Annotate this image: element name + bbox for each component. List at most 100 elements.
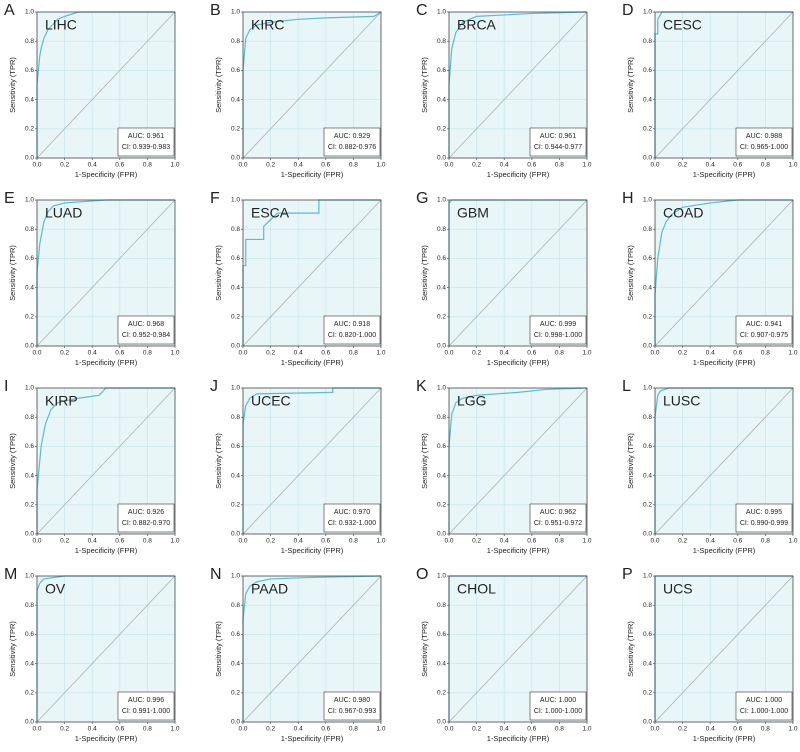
roc-curve bbox=[448, 11, 588, 158]
y-tick-label: 0.8 bbox=[437, 38, 446, 45]
x-tick-label: 0.0 bbox=[444, 162, 453, 169]
y-tick-label: 0.0 bbox=[231, 343, 240, 350]
x-tick-label: 0.6 bbox=[733, 162, 742, 169]
y-tick-label: 1.0 bbox=[437, 9, 446, 16]
y-tick-label: 0.0 bbox=[25, 531, 34, 538]
y-tick-label: 0.6 bbox=[25, 255, 34, 262]
x-tick-label: 0.2 bbox=[60, 350, 69, 357]
ci-label: CI: 1.000-1.000 bbox=[534, 708, 582, 715]
roc-curve bbox=[36, 387, 175, 534]
y-tick-label: 0.4 bbox=[643, 472, 652, 479]
panel-title: KIRC bbox=[251, 17, 284, 33]
x-axis-label: 1-Specificity (FPR) bbox=[75, 546, 138, 555]
reference-diagonal bbox=[654, 387, 794, 535]
x-axis-label: 1-Specificity (FPR) bbox=[487, 734, 550, 743]
y-axis-label: Sensitivity (TPR) bbox=[420, 245, 429, 301]
x-tick-label: 1.0 bbox=[582, 350, 591, 357]
auc-box bbox=[529, 691, 587, 721]
ci-label: CI: 0.991-1.000 bbox=[122, 708, 170, 715]
panel-letter: A bbox=[4, 2, 15, 19]
x-tick-label: 0.8 bbox=[143, 162, 152, 169]
y-tick-label: 0.4 bbox=[231, 96, 240, 103]
x-tick-label: 0.0 bbox=[444, 350, 453, 357]
reference-diagonal bbox=[654, 11, 794, 159]
y-tick-label: 0.0 bbox=[25, 719, 34, 726]
y-tick-label: 0.2 bbox=[643, 314, 652, 321]
y-tick-label: 1.0 bbox=[437, 573, 446, 580]
auc-box bbox=[323, 691, 381, 721]
auc-label: AUC: 0.999 bbox=[540, 321, 576, 328]
reference-diagonal bbox=[36, 11, 176, 159]
y-tick-label: 0.8 bbox=[643, 38, 652, 45]
auc-box bbox=[117, 127, 175, 157]
y-tick-label: 0.2 bbox=[643, 126, 652, 133]
x-axis-label: 1-Specificity (FPR) bbox=[75, 358, 138, 367]
y-tick-label: 0.2 bbox=[25, 690, 34, 697]
x-tick-label: 1.0 bbox=[170, 350, 179, 357]
reference-diagonal bbox=[242, 199, 382, 347]
y-axis-label: Sensitivity (TPR) bbox=[214, 621, 223, 677]
x-tick-label: 0.2 bbox=[678, 726, 687, 733]
y-tick-label: 0.6 bbox=[437, 67, 446, 74]
reference-diagonal bbox=[36, 199, 176, 347]
auc-label: AUC: 0.961 bbox=[540, 133, 576, 140]
panel-letter: F bbox=[210, 190, 220, 207]
reference-diagonal bbox=[654, 199, 794, 347]
y-tick-label: 0.6 bbox=[643, 67, 652, 74]
plot-frame bbox=[448, 575, 588, 723]
y-axis-label: Sensitivity (TPR) bbox=[214, 57, 223, 113]
y-tick-label: 0.0 bbox=[437, 155, 446, 162]
reference-diagonal bbox=[448, 387, 588, 535]
y-tick-label: 0.4 bbox=[231, 472, 240, 479]
roc-curve bbox=[654, 199, 793, 346]
y-tick-label: 0.2 bbox=[231, 126, 240, 133]
x-tick-label: 0.0 bbox=[650, 726, 659, 733]
x-tick-label: 0.0 bbox=[238, 162, 247, 169]
panel-title: ESCA bbox=[251, 205, 290, 221]
x-tick-label: 0.2 bbox=[678, 162, 687, 169]
ci-label: CI: 0.965-1.000 bbox=[740, 144, 788, 151]
panel-title: LIHC bbox=[45, 17, 77, 33]
panel-title: UCS bbox=[663, 581, 693, 597]
y-tick-label: 1.0 bbox=[437, 197, 446, 204]
panel-title: CESC bbox=[663, 17, 702, 33]
x-tick-label: 0.4 bbox=[500, 350, 509, 357]
ci-label: CI: 0.951-0.972 bbox=[534, 520, 582, 527]
auc-label: AUC: 0.961 bbox=[128, 133, 164, 140]
plot-frame bbox=[448, 199, 588, 347]
y-tick-label: 0.6 bbox=[231, 255, 240, 262]
x-tick-label: 0.2 bbox=[472, 162, 481, 169]
x-tick-label: 0.2 bbox=[266, 162, 275, 169]
plot-frame bbox=[36, 11, 176, 159]
y-tick-label: 0.8 bbox=[231, 602, 240, 609]
roc-curve bbox=[448, 387, 588, 534]
y-tick-label: 0.6 bbox=[231, 631, 240, 638]
y-tick-label: 0.4 bbox=[437, 660, 446, 667]
auc-box bbox=[117, 315, 175, 345]
panel-title: KIRP bbox=[45, 393, 78, 409]
y-tick-label: 0.8 bbox=[25, 414, 34, 421]
auc-label: AUC: 0.918 bbox=[334, 321, 370, 328]
x-tick-label: 0.4 bbox=[88, 538, 97, 545]
y-tick-label: 1.0 bbox=[231, 197, 240, 204]
y-tick-label: 0.8 bbox=[643, 414, 652, 421]
x-tick-label: 0.6 bbox=[115, 726, 124, 733]
x-tick-label: 0.2 bbox=[678, 350, 687, 357]
y-axis-label: Sensitivity (TPR) bbox=[8, 245, 17, 301]
panel-title: UCEC bbox=[251, 393, 291, 409]
x-tick-label: 0.2 bbox=[60, 726, 69, 733]
x-tick-label: 1.0 bbox=[788, 162, 797, 169]
y-tick-label: 0.2 bbox=[643, 502, 652, 509]
panel-letter: O bbox=[416, 566, 428, 583]
x-axis-label: 1-Specificity (FPR) bbox=[693, 546, 756, 555]
auc-box bbox=[323, 503, 381, 533]
auc-box bbox=[323, 315, 381, 345]
ci-label: CI: 0.944-0.977 bbox=[534, 144, 582, 151]
y-tick-label: 1.0 bbox=[231, 9, 240, 16]
x-tick-label: 1.0 bbox=[788, 726, 797, 733]
y-tick-label: 1.0 bbox=[25, 9, 34, 16]
x-tick-label: 0.6 bbox=[115, 538, 124, 545]
x-tick-label: 0.2 bbox=[60, 538, 69, 545]
y-tick-label: 0.4 bbox=[437, 96, 446, 103]
y-tick-label: 0.4 bbox=[25, 660, 34, 667]
